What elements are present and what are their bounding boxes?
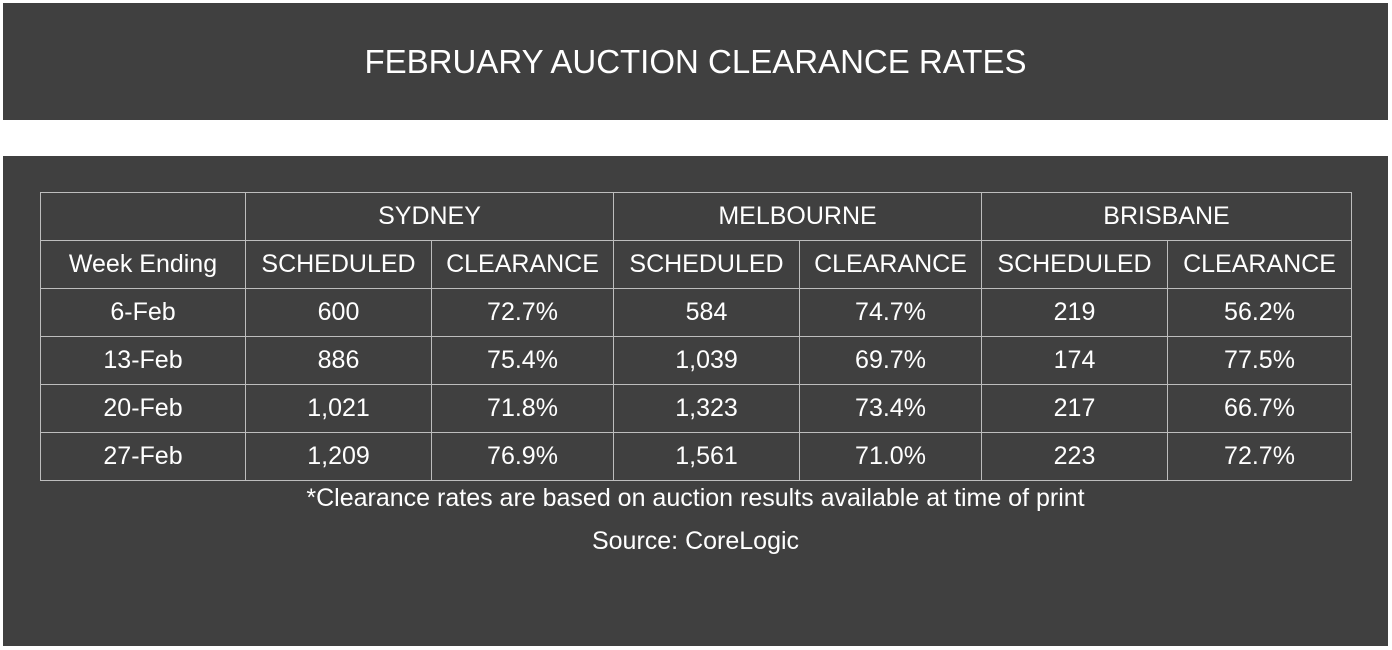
subheader-clearance: CLEARANCE [431, 240, 614, 289]
week-cell: 27-Feb [40, 432, 246, 481]
subheader-row: Week Ending SCHEDULED CLEARANCE SCHEDULE… [40, 240, 1352, 289]
table-row: 27-Feb 1,209 76.9% 1,561 71.0% 223 72.7% [40, 432, 1352, 481]
brisbane-clearance-cell: 77.5% [1167, 336, 1352, 385]
melbourne-scheduled-cell: 1,323 [613, 384, 800, 433]
subheader-clearance: CLEARANCE [1167, 240, 1352, 289]
brisbane-scheduled-cell: 217 [981, 384, 1168, 433]
melbourne-clearance-cell: 69.7% [799, 336, 982, 385]
sydney-clearance-cell: 72.7% [431, 288, 614, 337]
sydney-scheduled-cell: 1,209 [245, 432, 432, 481]
footnote: *Clearance rates are based on auction re… [306, 484, 1085, 512]
group-header-melbourne: MELBOURNE [613, 192, 982, 241]
brisbane-scheduled-cell: 223 [981, 432, 1168, 481]
corner-cell [40, 192, 246, 241]
week-cell: 6-Feb [40, 288, 246, 337]
subheader-clearance: CLEARANCE [799, 240, 982, 289]
table-panel: SYDNEY MELBOURNE BRISBANE Week Ending SC… [3, 156, 1388, 646]
brisbane-clearance-cell: 72.7% [1167, 432, 1352, 481]
week-cell: 13-Feb [40, 336, 246, 385]
melbourne-scheduled-cell: 1,561 [613, 432, 800, 481]
group-header-sydney: SYDNEY [245, 192, 614, 241]
melbourne-clearance-cell: 74.7% [799, 288, 982, 337]
melbourne-scheduled-cell: 584 [613, 288, 800, 337]
sydney-scheduled-cell: 1,021 [245, 384, 432, 433]
sydney-scheduled-cell: 600 [245, 288, 432, 337]
table-body: SYDNEY MELBOURNE BRISBANE Week Ending SC… [40, 192, 1352, 481]
sydney-clearance-cell: 75.4% [431, 336, 614, 385]
source-note: Source: CoreLogic [591, 527, 800, 555]
week-cell: 20-Feb [40, 384, 246, 433]
group-header-brisbane: BRISBANE [981, 192, 1352, 241]
sydney-clearance-cell: 71.8% [431, 384, 614, 433]
brisbane-clearance-cell: 66.7% [1167, 384, 1352, 433]
sydney-scheduled-cell: 886 [245, 336, 432, 385]
week-ending-header: Week Ending [40, 240, 246, 289]
subheader-scheduled: SCHEDULED [613, 240, 800, 289]
melbourne-scheduled-cell: 1,039 [613, 336, 800, 385]
brisbane-scheduled-cell: 219 [981, 288, 1168, 337]
clearance-table: SYDNEY MELBOURNE BRISBANE Week Ending SC… [40, 192, 1352, 481]
table-row: 6-Feb 600 72.7% 584 74.7% 219 56.2% [40, 288, 1352, 337]
table-row: 20-Feb 1,021 71.8% 1,323 73.4% 217 66.7% [40, 384, 1352, 433]
sydney-clearance-cell: 76.9% [431, 432, 614, 481]
title-banner: FEBRUARY AUCTION CLEARANCE RATES [3, 3, 1388, 120]
group-header-row: SYDNEY MELBOURNE BRISBANE [40, 192, 1352, 241]
brisbane-scheduled-cell: 174 [981, 336, 1168, 385]
table-row: 13-Feb 886 75.4% 1,039 69.7% 174 77.5% [40, 336, 1352, 385]
subheader-scheduled: SCHEDULED [245, 240, 432, 289]
subheader-scheduled: SCHEDULED [981, 240, 1168, 289]
melbourne-clearance-cell: 71.0% [799, 432, 982, 481]
chart-title: FEBRUARY AUCTION CLEARANCE RATES [364, 42, 1027, 80]
melbourne-clearance-cell: 73.4% [799, 384, 982, 433]
brisbane-clearance-cell: 56.2% [1167, 288, 1352, 337]
